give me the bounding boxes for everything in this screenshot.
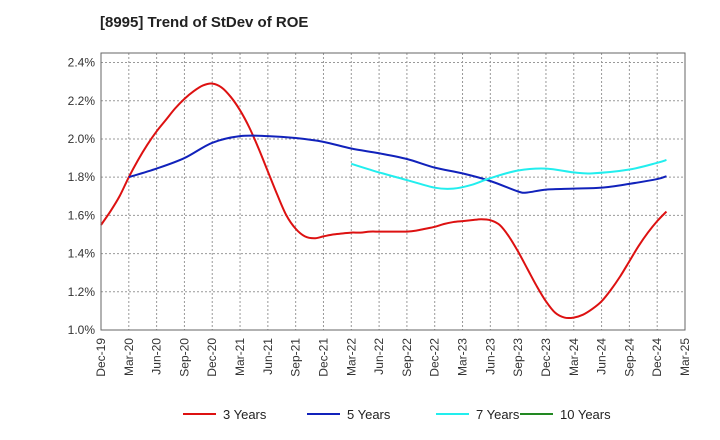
x-tick-label: Sep-22 [400,338,414,377]
x-tick-label: Dec-21 [316,338,330,377]
x-tick-label: Jun-23 [483,338,497,375]
x-tick-label: Dec-24 [650,338,664,377]
legend-label: 7 Years [476,407,520,422]
x-tick-label: Mar-25 [678,338,692,376]
y-tick-label: 1.2% [68,285,96,299]
y-tick-label: 1.4% [68,247,96,261]
x-tick-label: Dec-20 [205,338,219,377]
x-tick-label: Mar-20 [122,338,136,376]
plot-frame [100,52,686,331]
x-tick-label: Sep-20 [177,338,191,377]
legend: 3 Years 5 Years 7 Years 10 Years [183,407,611,422]
series-layer [100,82,668,320]
x-tick-label: Mar-22 [344,338,358,376]
y-tick-label: 2.0% [68,132,96,146]
x-tick-label: Dec-19 [94,338,108,377]
y-tick-label: 1.8% [68,170,96,184]
legend-label: 3 Years [223,407,267,422]
x-tick-label: Jun-24 [595,338,609,375]
x-tick-label: Mar-21 [233,338,247,376]
y-tick-label: 1.6% [68,208,96,222]
x-tick-label: Dec-23 [539,338,553,377]
axis-layer: 1.0% 1.2% 1.4% 1.6% 1.8% 2.0% 2.2% 2.4% Dec-19 Ma… [68,56,692,377]
x-tick-label: Dec-22 [428,338,442,377]
series-line-5-years [128,134,667,194]
y-tick-label: 2.2% [68,94,96,108]
x-tick-label: Mar-23 [456,338,470,376]
x-tick-label: Jun-21 [261,338,275,375]
x-tick-label: Jun-22 [372,338,386,375]
x-tick-label: Sep-23 [511,338,525,377]
series-line-7-years [350,159,667,190]
x-tick-label: Sep-24 [622,338,636,377]
x-tick-label: Sep-21 [289,338,303,377]
y-tick-label: 1.0% [68,323,96,337]
legend-label: 5 Years [347,407,391,422]
series-line-3-years [100,82,668,320]
legend-label: 10 Years [560,407,611,422]
x-tick-label: Mar-24 [567,338,581,376]
y-tick-label: 2.4% [68,56,96,70]
x-tick-label: Jun-20 [150,338,164,375]
chart-title: [8995] Trend of StDev of ROE [100,14,309,31]
